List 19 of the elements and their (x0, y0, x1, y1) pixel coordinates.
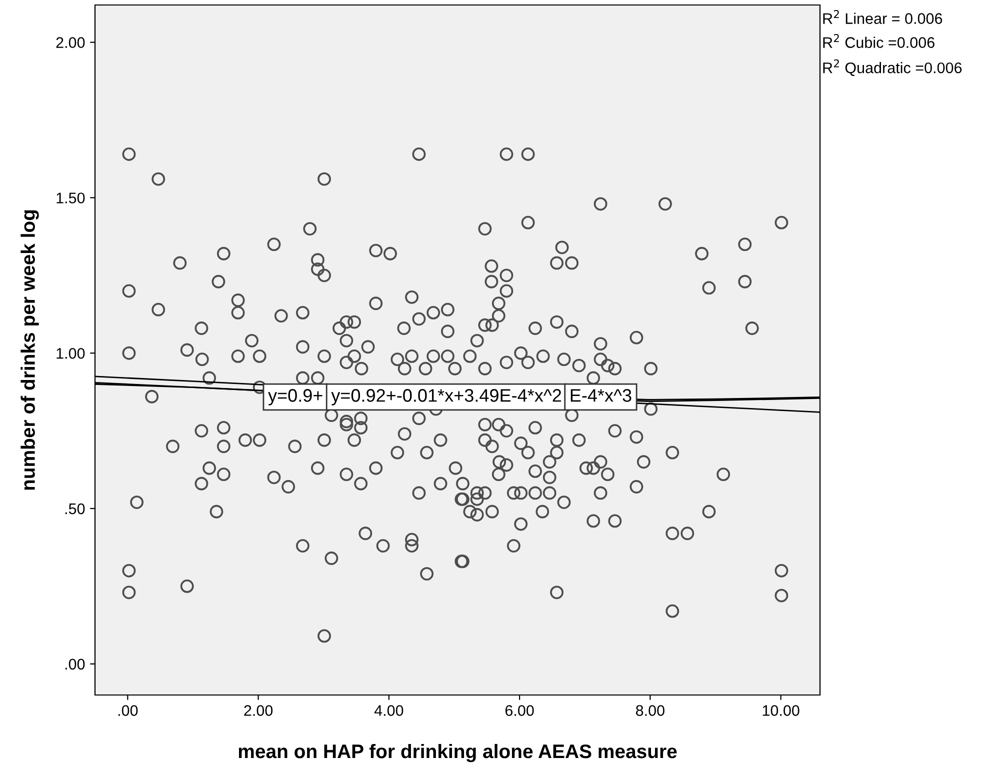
x-tick-label: 6.00 (505, 705, 534, 716)
y-tick-label: .50 (65, 503, 85, 514)
x-tick-label: .00 (118, 705, 138, 716)
annotation: E-4*x^3 (570, 389, 632, 402)
annotation: y=0.9+ (268, 389, 322, 406)
x-axis-title: mean on HAP for drinking alone AEAS measure (238, 744, 677, 762)
x-tick-label: 4.00 (374, 705, 404, 716)
x-tick-label: 10.00 (762, 705, 800, 716)
y-tick-label: 1.50 (56, 192, 85, 204)
y-tick-label: 1.00 (56, 348, 85, 359)
text: R$^{2}$ Quadratic =0.006 (823, 59, 962, 76)
text: R$^{2}$ Linear = 0.006 (823, 10, 942, 24)
x-tick-label: 8.00 (636, 705, 664, 716)
y-tick-label: .00 (65, 658, 85, 670)
annotation: y=0.92+-0.01*x+3.49E-4*x^2 (331, 389, 562, 406)
x-tick-label: 2.00 (244, 705, 273, 716)
text: R$^{2}$ Cubic =0.006 (823, 34, 934, 48)
y-tick-label: 2.00 (56, 37, 85, 48)
y-axis-title: number of drinks per week log (20, 210, 39, 490)
